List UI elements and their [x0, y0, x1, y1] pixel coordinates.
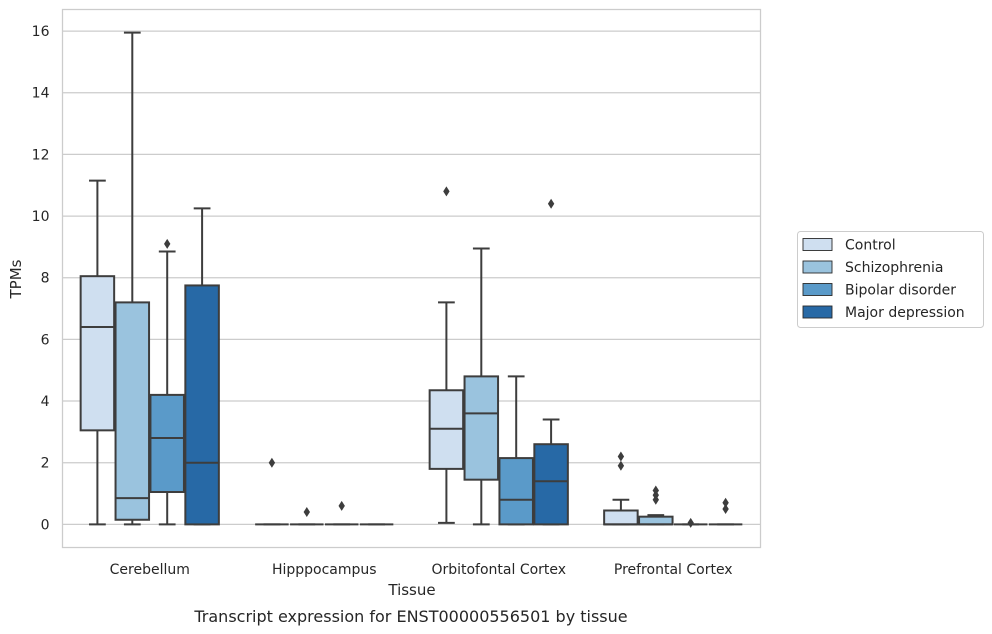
y-tick-label: 2: [41, 456, 50, 472]
box-2-2: [498, 375, 534, 526]
x-tick-label: Prefrontal Cortex: [614, 562, 733, 578]
y-axis-ticks: 0 2 4 6 8 10 12 14 16: [32, 24, 50, 533]
legend-swatch: [802, 305, 833, 319]
box-1-1: [290, 507, 324, 526]
y-tick-label: 16: [32, 24, 50, 40]
outlier-point: [338, 500, 345, 511]
box-body: [603, 509, 639, 526]
legend-item: Bipolar disorder: [802, 283, 956, 299]
outlier-point: [617, 451, 625, 462]
outlier-point: [443, 186, 450, 197]
outlier-point: [164, 238, 171, 249]
box-2-0: [149, 238, 185, 526]
box-2-3: [673, 517, 708, 528]
box-body: [533, 443, 569, 526]
legend-swatch: [802, 283, 833, 296]
y-axis-label: TPMs: [7, 259, 25, 299]
box-body: [79, 275, 116, 432]
outlier-point: [617, 460, 625, 471]
x-tick-label: Orbitofontal Cortex: [431, 562, 566, 578]
legend-label: Bipolar disorder: [845, 283, 956, 299]
outlier-point: [722, 503, 729, 514]
box-plot-series: [79, 31, 743, 528]
legend-label: Major depression: [845, 305, 965, 321]
outlier-point: [268, 457, 276, 468]
legend-item: Schizophrenia: [802, 260, 943, 276]
x-tick-label: Cerebellum: [110, 562, 190, 578]
box-0-3: [603, 451, 639, 526]
legend-swatch: [802, 238, 833, 251]
box-0-2: [428, 186, 465, 524]
box-2-1: [324, 500, 359, 526]
box-body: [463, 375, 500, 481]
legend-item: Control: [802, 238, 896, 254]
outlier-point: [652, 485, 659, 496]
legend-item: Major depression: [802, 305, 965, 321]
y-tick-label: 10: [32, 209, 50, 225]
outlier-point: [547, 198, 555, 209]
box-body: [638, 515, 674, 526]
box-1-0: [114, 31, 151, 526]
box-body: [184, 284, 220, 526]
outlier-point: [303, 507, 310, 518]
box-body: [149, 393, 185, 494]
box-1-3: [638, 485, 674, 526]
y-tick-label: 6: [41, 332, 50, 348]
box-body: [114, 301, 151, 521]
legend-label: Control: [845, 238, 896, 254]
y-tick-label: 4: [41, 394, 50, 410]
y-tick-label: 8: [41, 271, 50, 287]
box-1-2: [463, 247, 500, 526]
y-tick-label: 0: [41, 517, 50, 533]
box-3-2: [533, 198, 569, 526]
box-body: [498, 457, 534, 526]
y-tick-label: 12: [32, 147, 50, 163]
chart-caption: Transcript expression for ENST0000055650…: [193, 607, 627, 626]
legend: Control Schizophrenia Bipolar disorder Majo…: [797, 231, 984, 328]
legend-label: Schizophrenia: [845, 260, 943, 276]
outlier-point: [687, 517, 694, 528]
box-0-0: [79, 179, 116, 526]
x-axis-label: Tissue: [387, 581, 435, 599]
x-tick-label: Hipppocampus: [272, 562, 377, 578]
outlier-point: [722, 497, 729, 508]
y-tick-label: 14: [32, 86, 50, 102]
box-3-0: [184, 207, 220, 526]
box-3-3: [708, 497, 743, 526]
box-0-1: [255, 457, 289, 526]
legend-swatch: [802, 260, 833, 274]
legend-frame: [797, 231, 984, 328]
x-axis-ticks: Cerebellum Hipppocampus Orbitofontal Corte…: [110, 562, 733, 578]
plot-area-frame: [61, 8, 762, 549]
